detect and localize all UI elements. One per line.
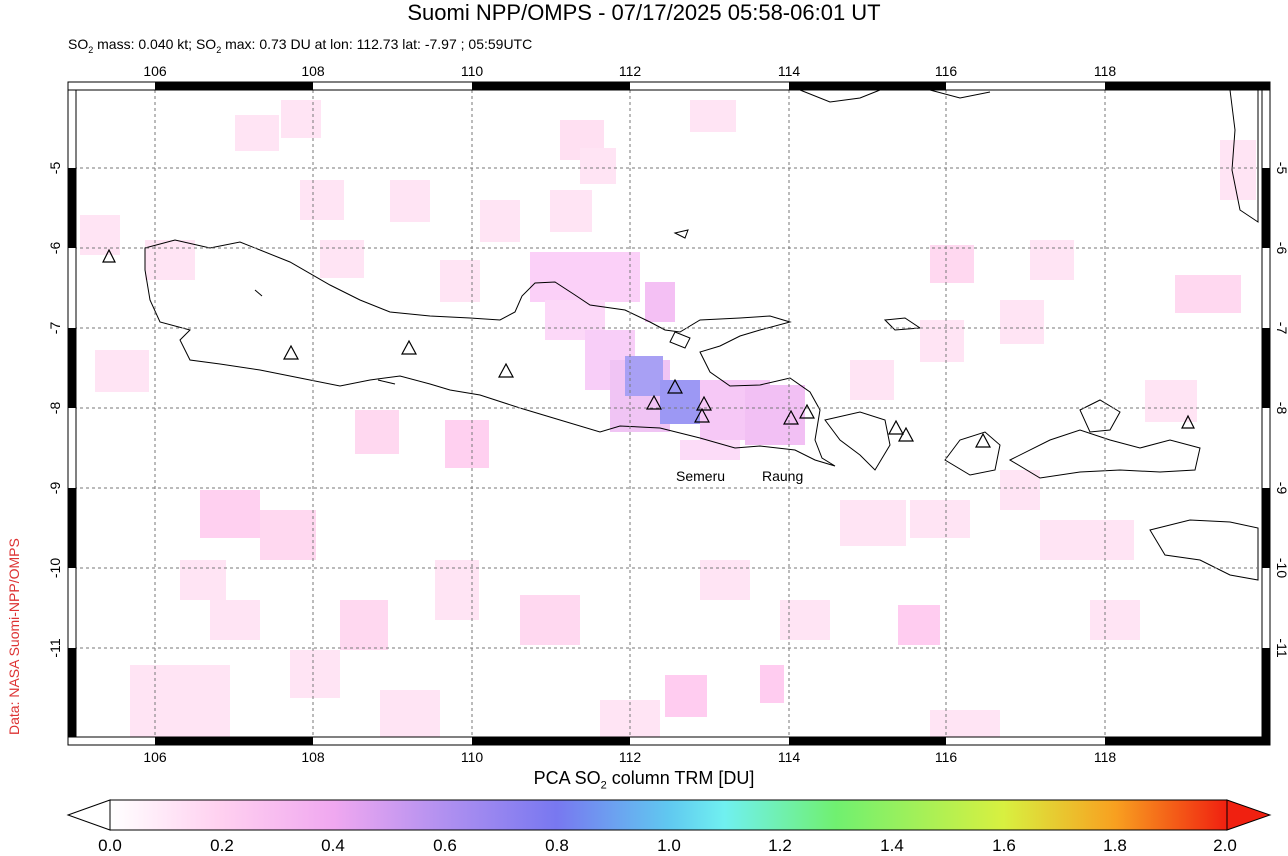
volcano-marker [695,395,713,411]
volcano-markers [102,248,1195,448]
volcano-marker [400,339,418,355]
colorbar-tick: 1.8 [1103,836,1127,855]
volcano-marker [974,432,992,448]
lat-label: -9 [47,482,63,495]
lon-label: 114 [778,63,801,79]
volcano-label-semeru: Semeru [676,468,725,484]
lat-label: -6 [47,242,63,255]
map-frame [67,81,1271,746]
so2-pixels [80,100,1256,738]
lat-label: -5 [1274,162,1288,175]
lat-label: -7 [1274,322,1288,335]
colorbar-gradient [109,799,1228,831]
volcano-marker [693,407,711,423]
mass-text: mass: 0.040 kt; SO [93,36,217,52]
lon-label: 118 [1094,63,1117,79]
lon-label: 118 [1094,749,1117,765]
volcano-label-raung: Raung [762,468,803,484]
volcano-marker [897,426,915,442]
lat-label: -7 [47,322,63,335]
colorbar-tick: 0.6 [433,836,457,855]
lon-labels-top: 106 108 110 112 114 116 118 [143,63,1116,79]
mass-prefix: SO [68,36,89,52]
lat-label: -10 [1274,558,1288,578]
colorbar-max-arrow [1226,799,1272,831]
mass-sub: 2 [88,44,94,55]
lon-label: 106 [143,749,167,765]
lat-label: -9 [1274,482,1288,495]
lon-label: 114 [778,749,801,765]
max-sub: 2 [216,44,222,55]
volcano-marker [782,409,800,425]
volcano-marker [666,378,684,394]
volcano-marker [497,362,515,378]
lon-label: 106 [143,63,167,79]
colorbar-title-sub: 2 [600,779,607,792]
colorbar-title-prefix: PCA SO [533,768,601,788]
lat-label: -11 [1274,638,1288,657]
lat-label: -8 [1274,402,1288,415]
graticule [68,90,1270,737]
volcano-marker [102,248,116,263]
lat-labels-right: -5 -6 -7 -8 -9 -10 -11 [1274,162,1288,658]
lat-label: -5 [47,162,63,175]
lat-label: -11 [47,638,63,657]
colorbar-title-suffix: column TRM [DU] [606,768,755,788]
so2-plume [530,252,805,460]
volcano-marker [645,394,663,410]
lon-label: 112 [619,749,642,765]
colorbar-title: PCA SO2 column TRM [DU] [0,768,1288,792]
lon-labels-bottom: 106 108 110 112 114 116 118 [143,749,1116,765]
volcano-marker [798,403,816,419]
volcano-marker [1181,414,1195,429]
max-text: max: 0.73 DU at lon: 112.73 lat: -7.97 ;… [221,36,533,52]
colorbar-tick: 2.0 [1213,836,1237,855]
lat-label: -10 [47,558,63,578]
colorbar [66,799,1272,831]
lon-label: 108 [301,63,325,79]
colorbar-tick: 1.4 [880,836,904,855]
colorbar-tick: 0.0 [98,836,122,855]
volcano-marker [887,419,905,435]
lon-label: 116 [935,749,958,765]
colorbar-tick: 0.2 [210,836,234,855]
so2-summary: SO2 mass: 0.040 kt; SO2 max: 0.73 DU at … [68,36,532,55]
lon-label: 112 [619,63,642,79]
lat-label: -6 [1274,242,1288,255]
lat-label: -8 [47,402,63,415]
colorbar-tick: 1.2 [768,836,792,855]
map-title: Suomi NPP/OMPS - 07/17/2025 05:58-06:01 … [407,0,881,25]
colorbar-tick: 1.6 [992,836,1016,855]
colorbar-min-arrow [66,799,111,831]
lon-label: 116 [935,63,958,79]
colorbar-tick: 0.4 [321,836,345,855]
lon-label: 110 [461,749,484,765]
coastlines [144,89,1259,581]
lon-label: 110 [461,63,484,79]
lat-labels-left: -5 -6 -7 -8 -9 -10 -11 [47,162,63,658]
volcano-marker [282,344,300,360]
colorbar-tick: 0.8 [545,836,569,855]
colorbar-tick: 1.0 [657,836,681,855]
lon-label: 108 [301,749,325,765]
